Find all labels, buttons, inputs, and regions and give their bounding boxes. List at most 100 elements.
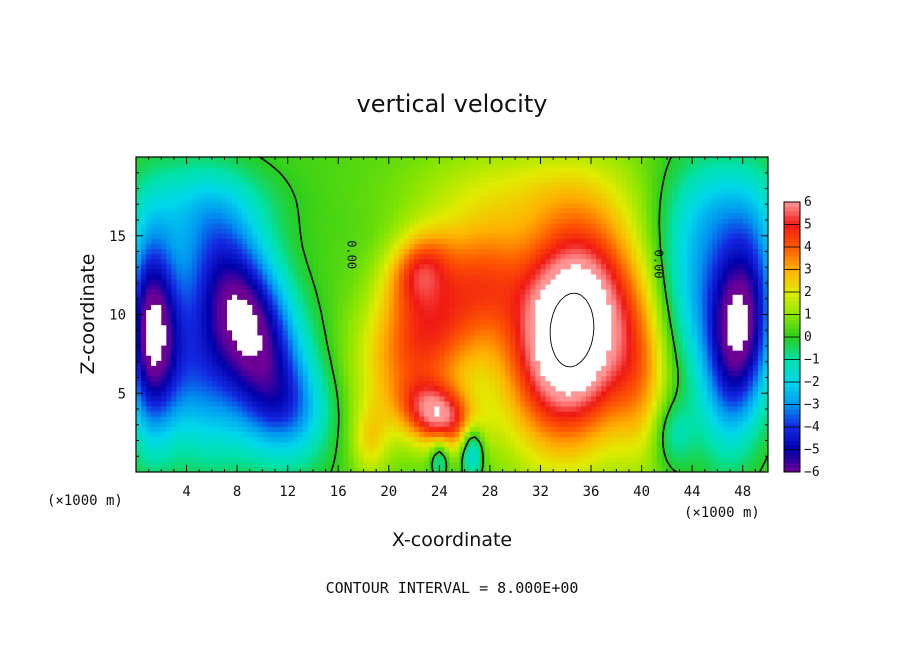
heatmap-cell — [141, 309, 147, 316]
heatmap-cell — [211, 278, 218, 285]
heatmap-cell — [661, 426, 668, 432]
heatmap-cell — [565, 278, 572, 285]
heatmap-cell — [666, 431, 673, 438]
heatmap-cell — [206, 466, 213, 472]
heatmap-cell — [166, 314, 172, 321]
heatmap-cell — [570, 436, 577, 443]
heatmap-cell — [555, 344, 562, 351]
heatmap-cell — [742, 385, 749, 392]
heatmap-cell — [555, 426, 562, 432]
heatmap-cell — [697, 436, 703, 443]
heatmap-cell — [641, 400, 648, 407]
heatmap-cell — [585, 395, 592, 402]
heatmap-cell — [474, 405, 481, 412]
heatmap-cell — [505, 456, 511, 463]
heatmap-cell — [307, 278, 314, 285]
heatmap-cell — [146, 299, 152, 305]
heatmap-cell — [383, 355, 390, 361]
heatmap-cell — [651, 299, 658, 305]
heatmap-cell — [454, 360, 461, 366]
heatmap-cell — [712, 309, 719, 316]
heatmap-cell — [717, 400, 724, 407]
heatmap-cell — [252, 309, 258, 316]
heatmap-cell — [161, 426, 167, 432]
heatmap-cell — [312, 390, 319, 397]
heatmap-cell — [697, 370, 703, 377]
heatmap-cell — [707, 294, 713, 300]
heatmap-cell — [449, 278, 456, 285]
heatmap-cell — [616, 299, 622, 305]
heatmap-cell — [676, 294, 683, 300]
heatmap-cell — [318, 436, 324, 443]
heatmap-cell — [434, 400, 440, 407]
heatmap-cell — [221, 294, 228, 300]
heatmap-cell — [343, 294, 349, 300]
heatmap-cell — [666, 304, 673, 311]
heatmap-cell — [338, 390, 344, 397]
heatmap-cell — [333, 329, 339, 336]
heatmap-cell — [378, 309, 385, 316]
heatmap-cell — [312, 268, 319, 275]
heatmap-cell — [575, 451, 582, 458]
heatmap-cell — [136, 284, 142, 290]
heatmap-cell — [676, 436, 683, 443]
heatmap-cell — [489, 294, 496, 300]
heatmap-cell — [585, 294, 592, 300]
heatmap-cell — [500, 421, 506, 427]
heatmap-cell — [206, 385, 213, 392]
heatmap-cell — [585, 309, 592, 316]
heatmap-cell — [146, 400, 152, 407]
heatmap-cell — [469, 411, 476, 417]
heatmap-cell — [555, 294, 562, 300]
heatmap-cell — [216, 355, 223, 361]
heatmap-cell — [545, 273, 552, 280]
heatmap-cell — [671, 405, 678, 412]
heatmap-cell — [560, 421, 567, 427]
heatmap-cell — [333, 334, 339, 341]
heatmap-cell — [525, 426, 531, 432]
heatmap-cell — [484, 431, 491, 438]
heatmap-cell — [363, 416, 370, 422]
heatmap-cell — [171, 299, 178, 305]
heatmap-cell — [424, 416, 430, 422]
heatmap-cell — [707, 375, 713, 382]
heatmap-cell — [737, 268, 744, 275]
heatmap-cell — [287, 299, 294, 305]
heatmap-cell — [712, 385, 719, 392]
heatmap-cell — [206, 395, 213, 402]
heatmap-cell — [262, 268, 269, 275]
heatmap-cell — [257, 400, 263, 407]
heatmap-cell — [702, 441, 708, 448]
heatmap-cell — [267, 339, 274, 346]
heatmap-cell — [343, 273, 349, 280]
heatmap-cell — [454, 380, 461, 387]
heatmap-cell — [742, 466, 749, 472]
heatmap-cell — [409, 304, 415, 311]
heatmap-cell — [565, 289, 572, 295]
heatmap-cell — [383, 436, 390, 443]
heatmap-cell — [414, 416, 420, 422]
heatmap-cell — [722, 268, 729, 275]
heatmap-cell — [136, 441, 142, 448]
heatmap-cell — [737, 405, 744, 412]
heatmap-cell — [419, 289, 425, 295]
heatmap-cell — [333, 319, 339, 326]
heatmap-cell — [287, 390, 294, 397]
heatmap-cell — [378, 416, 385, 422]
heatmap-cell — [398, 309, 405, 316]
heatmap-cell — [591, 339, 597, 346]
heatmap-cell — [520, 334, 526, 341]
heatmap-cell — [247, 395, 253, 402]
heatmap-cell — [161, 334, 167, 341]
heatmap-cell — [287, 456, 294, 463]
heatmap-cell — [762, 385, 768, 392]
heatmap-cell — [712, 284, 719, 290]
heatmap-cell — [651, 294, 658, 300]
heatmap-cell — [611, 385, 617, 392]
heatmap-cell — [626, 278, 633, 285]
heatmap-cell — [459, 431, 466, 438]
heatmap-cell — [510, 360, 516, 366]
heatmap-cell — [494, 309, 501, 316]
heatmap-cell — [494, 334, 501, 341]
heatmap-cell — [388, 360, 395, 366]
